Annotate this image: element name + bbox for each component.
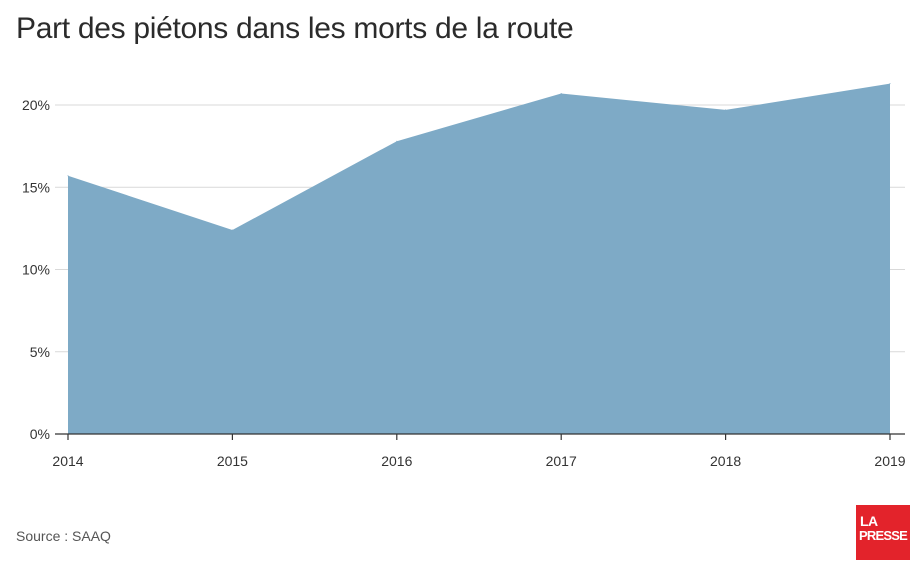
x-tick-label: 2015: [217, 453, 248, 469]
series-area: [68, 83, 890, 435]
data-point: [725, 109, 727, 111]
y-tick-label: 15%: [22, 179, 50, 195]
logo-line-2: PRESSE: [859, 528, 908, 543]
la-presse-logo: LA PRESSE: [856, 505, 910, 560]
data-point: [560, 92, 562, 94]
x-tick-label: 2019: [874, 453, 905, 469]
data-point: [396, 140, 398, 142]
y-tick-label: 0%: [30, 426, 50, 442]
x-tick-label: 2016: [381, 453, 412, 469]
data-point: [67, 175, 69, 177]
data-point: [889, 83, 891, 85]
chart-title: Part des piétons dans les morts de la ro…: [16, 12, 574, 45]
x-tick-label: 2018: [710, 453, 741, 469]
x-tick-label: 2017: [546, 453, 577, 469]
y-tick-label: 5%: [30, 344, 50, 360]
x-tick-label: 2014: [52, 453, 83, 469]
source-note: Source : SAAQ: [16, 528, 111, 544]
data-point: [231, 229, 233, 231]
y-tick-label: 20%: [22, 97, 50, 113]
logo-line-1: LA: [860, 513, 878, 529]
y-tick-label: 10%: [22, 262, 50, 278]
area-chart: 0% 5% 10% 15% 20% 2014 2015 2016 2017 2018 2019: [22, 83, 906, 469]
